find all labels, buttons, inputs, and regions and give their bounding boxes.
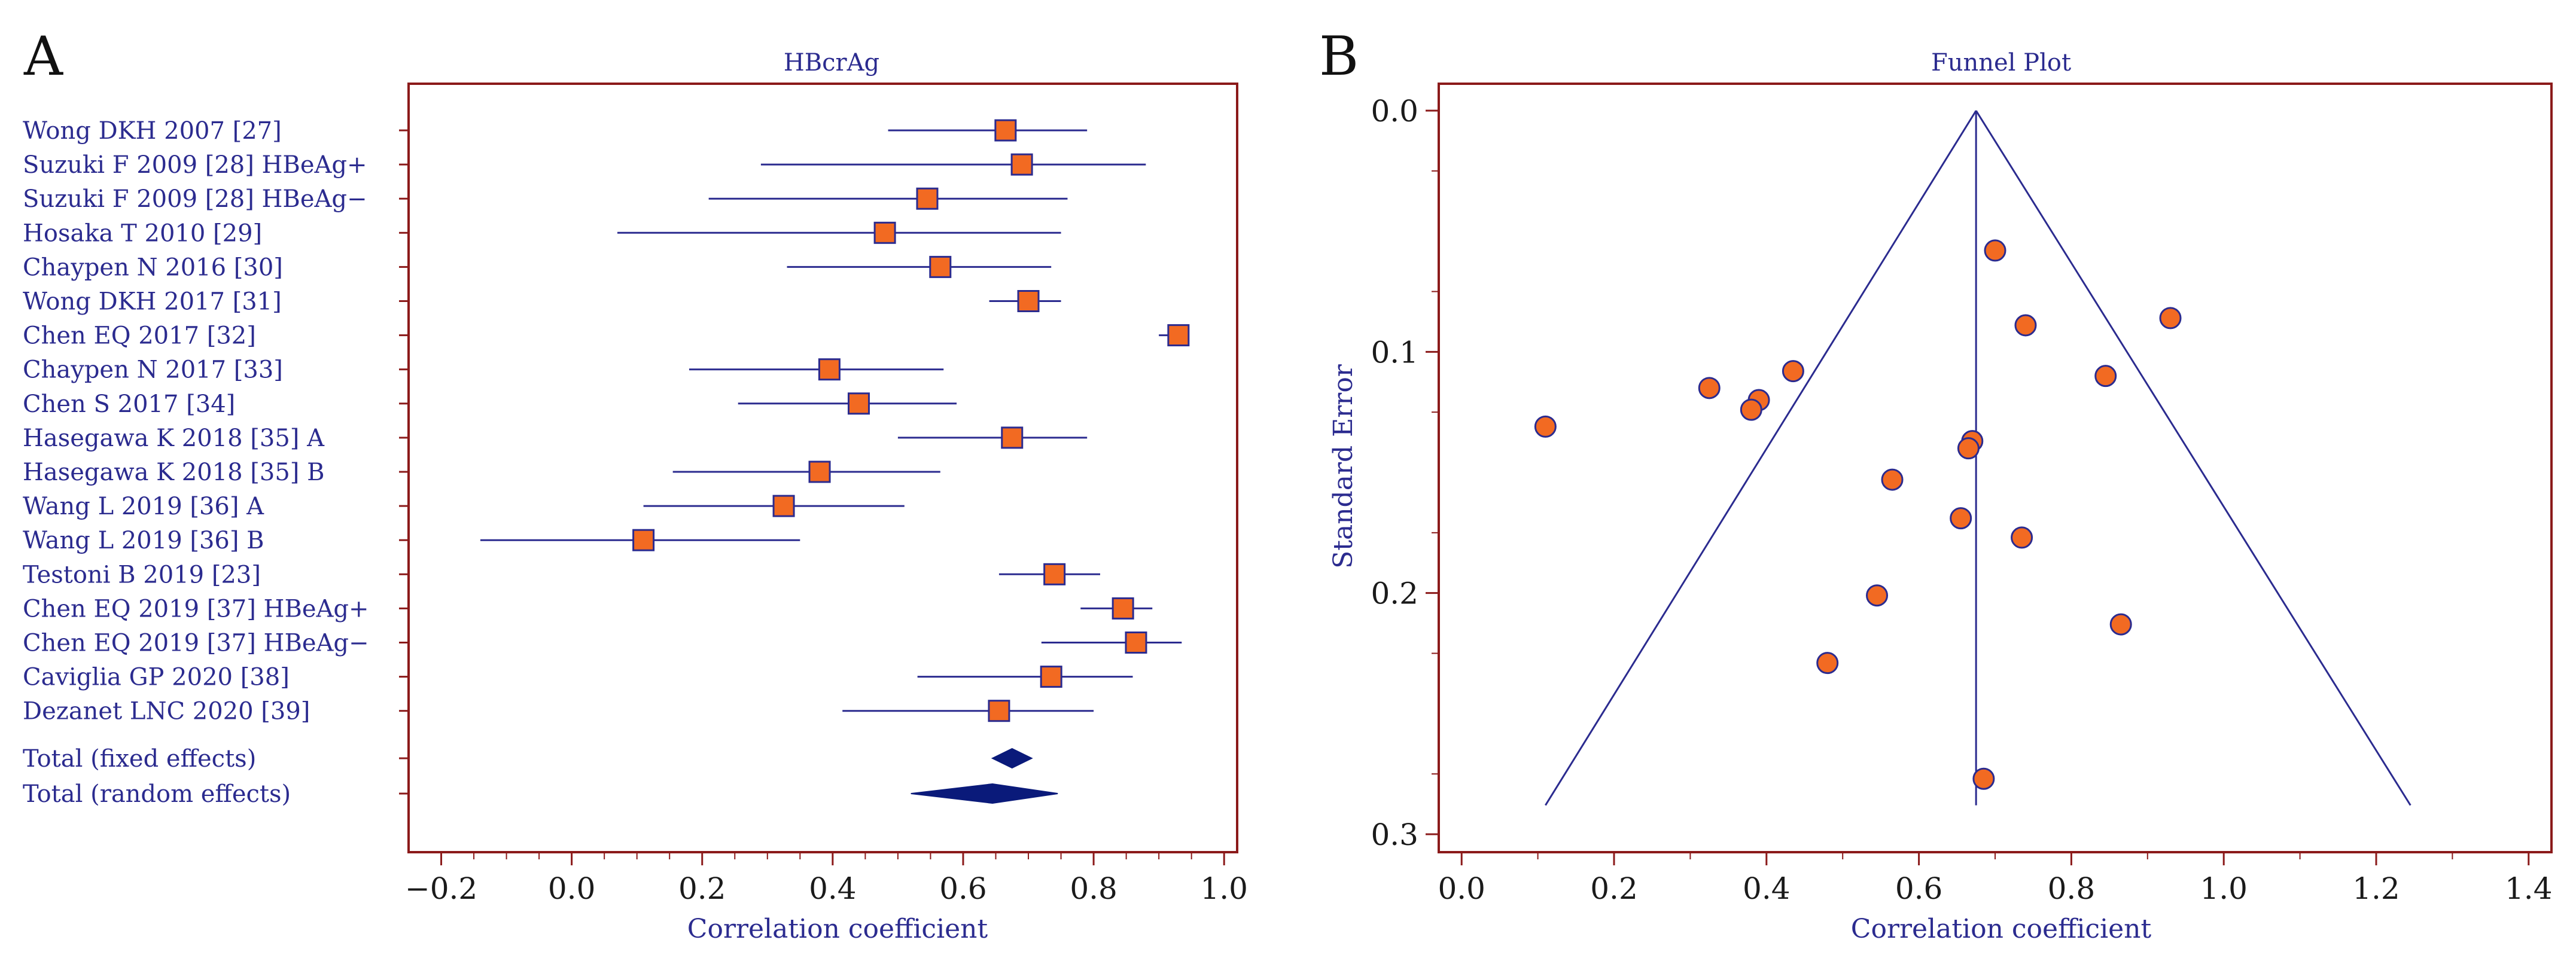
- study-estimate-marker: [988, 700, 1010, 722]
- funnel-point: [2159, 307, 2182, 330]
- forest-x-tick-label: 0.2: [678, 871, 726, 906]
- funnel-point: [1534, 415, 1557, 438]
- study-label: Chen EQ 2019 [37] HBeAg−: [23, 630, 369, 657]
- funnel-point: [1950, 507, 1972, 530]
- forest-x-label: Correlation coefficient: [687, 914, 988, 944]
- funnel-x-tick-label: 1.4: [2505, 871, 2553, 906]
- funnel-x-label: Correlation coefficient: [1851, 914, 2152, 944]
- forest-frame: [407, 83, 1238, 853]
- study-label: Wang L 2019 [36] B: [23, 527, 264, 554]
- study-label: Chaypen N 2017 [33]: [23, 356, 283, 384]
- funnel-x-tick-label: 0.6: [1895, 871, 1943, 906]
- forest-pooled-diamonds: [911, 748, 1058, 804]
- study-label: Chen EQ 2019 [37] HBeAg+: [23, 595, 369, 623]
- pooled-label: Total (random effects): [23, 780, 291, 808]
- study-estimate-marker: [847, 392, 870, 415]
- panel-a-label: A: [23, 25, 63, 88]
- funnel-boundary-line: [1545, 110, 1977, 806]
- study-label: Caviglia GP 2020 [38]: [23, 664, 290, 691]
- funnel-point: [2011, 526, 2033, 549]
- study-label: Hosaka T 2010 [29]: [23, 219, 262, 247]
- study-label: Wang L 2019 [36] A: [23, 493, 264, 520]
- funnel-point: [1698, 377, 1721, 399]
- study-label: Hasegawa K 2018 [35] B: [23, 459, 325, 486]
- funnel-boundary-line: [1975, 110, 2411, 806]
- funnel-point: [1866, 584, 1889, 607]
- funnel-point: [1816, 652, 1839, 675]
- forest-study-markers: [632, 119, 1190, 722]
- study-estimate-marker: [632, 529, 655, 551]
- study-estimate-marker: [929, 255, 952, 278]
- study-estimate-marker: [1040, 666, 1062, 688]
- study-label: Dezanet LNC 2020 [39]: [23, 698, 310, 725]
- funnel-x-axis: 0.0 0.2 0.4 0.6 0.8 1.0 1.2 1.4: [1438, 852, 2553, 906]
- study-label: Testoni B 2019 [23]: [23, 561, 261, 588]
- funnel-lines: [1545, 110, 2411, 806]
- forest-study-labels: Wong DKH 2007 [27] Suzuki F 2009 [28] HBe…: [23, 117, 369, 808]
- forest-plot: HBcrAg Wong DKH 2007 [27] Suzuki F 2009 […: [23, 49, 1248, 944]
- funnel-x-tick-label: 0.8: [2048, 871, 2096, 906]
- funnel-plot: Funnel Plot Standard Error 0.00.10.20.3 …: [1328, 49, 2553, 944]
- forest-x-tick-label: −0.2: [405, 871, 477, 906]
- funnel-point: [2014, 314, 2037, 337]
- study-label: Chen EQ 2017 [32]: [23, 322, 256, 350]
- funnel-x-tick-label: 0.4: [1743, 871, 1791, 906]
- panel-b-label: B: [1319, 25, 1359, 88]
- study-label: Wong DKH 2017 [31]: [23, 288, 282, 316]
- study-label: Suzuki F 2009 [28] HBeAg−: [23, 185, 367, 213]
- funnel-frame: [1438, 83, 2553, 853]
- funnel-y-label: Standard Error: [1328, 364, 1359, 569]
- study-estimate-marker: [1125, 632, 1147, 654]
- pooled-label: Total (fixed effects): [23, 745, 256, 773]
- funnel-y-tick-label: 0.2: [1371, 576, 1418, 611]
- forest-row-ticks: [399, 129, 409, 795]
- forest-confidence-intervals: [480, 129, 1189, 712]
- study-estimate-marker: [1112, 597, 1134, 620]
- funnel-x-tick-label: 1.2: [2352, 871, 2400, 906]
- funnel-y-tick-label: 0.3: [1371, 817, 1418, 852]
- study-estimate-marker: [873, 221, 896, 244]
- study-label: Wong DKH 2007 [27]: [23, 117, 282, 145]
- study-estimate-marker: [1001, 426, 1024, 449]
- study-label: Hasegawa K 2018 [35] A: [23, 425, 325, 452]
- funnel-point: [1782, 360, 1804, 383]
- funnel-x-tick-label: 1.0: [2200, 871, 2248, 906]
- study-estimate-marker: [1043, 563, 1066, 585]
- funnel-point: [2094, 365, 2117, 388]
- funnel-x-tick-label: 0.0: [1438, 871, 1485, 906]
- forest-x-tick-label: 0.4: [809, 871, 857, 906]
- funnel-point: [1957, 437, 1980, 460]
- study-estimate-marker: [916, 187, 939, 210]
- funnel-y-tick-label: 0.1: [1371, 335, 1418, 370]
- study-estimate-marker: [1010, 153, 1033, 176]
- funnel-title: Funnel Plot: [1931, 49, 2071, 77]
- forest-title: HBcrAg: [784, 49, 879, 77]
- forest-x-tick-label: 0.0: [548, 871, 596, 906]
- study-estimate-marker: [818, 358, 841, 381]
- forest-x-tick-label: 0.6: [939, 871, 987, 906]
- funnel-y-tick-label: 0.0: [1371, 94, 1418, 129]
- funnel-y-axis: 0.0 0.1 0.2 0.3: [1371, 94, 1439, 852]
- funnel-point: [1881, 468, 1904, 491]
- funnel-points: [1534, 239, 2182, 790]
- pooled-diamond: [991, 748, 1033, 769]
- study-estimate-marker: [994, 119, 1017, 142]
- forest-x-axis: −0.2 0.0 0.2 0.4 0.6 0.8 1.0: [405, 852, 1248, 906]
- pooled-diamond: [911, 783, 1058, 804]
- funnel-point: [1740, 398, 1762, 421]
- forest-x-tick-label: 1.0: [1200, 871, 1248, 906]
- forest-x-tick-label: 0.8: [1070, 871, 1118, 906]
- funnel-point: [2109, 613, 2132, 636]
- study-estimate-marker: [1167, 324, 1190, 347]
- funnel-x-tick-label: 0.2: [1590, 871, 1638, 906]
- study-estimate-marker: [808, 460, 831, 483]
- study-estimate-marker: [772, 495, 795, 517]
- funnel-point: [1972, 767, 1995, 790]
- funnel-point: [1984, 239, 2006, 262]
- study-estimate-marker: [1017, 290, 1040, 312]
- study-label: Chen S 2017 [34]: [23, 391, 235, 418]
- study-label: Suzuki F 2009 [28] HBeAg+: [23, 151, 367, 179]
- study-label: Chaypen N 2016 [30]: [23, 254, 283, 281]
